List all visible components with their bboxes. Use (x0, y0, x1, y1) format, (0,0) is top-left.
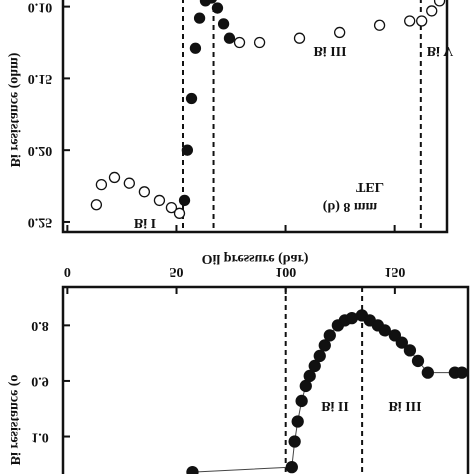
data-point (404, 15, 416, 27)
data-point (403, 344, 417, 357)
x-tick-label: 150 (384, 264, 405, 279)
annotation: TEL (356, 179, 384, 194)
y-tick-label: 0.15 (28, 71, 53, 86)
data-point (173, 207, 186, 219)
data-point (303, 369, 316, 383)
data-point (455, 366, 469, 379)
x-tick-label: 0 (64, 264, 71, 279)
y-tick-label: 1.0 (31, 429, 49, 444)
data-point (285, 460, 298, 474)
data-point (388, 329, 402, 342)
data-point (308, 359, 321, 373)
data-point (299, 379, 312, 393)
data-point (138, 186, 151, 198)
x-tick-label: 50 (170, 264, 184, 279)
data-point (233, 36, 246, 49)
data-point (334, 26, 346, 39)
data-point (345, 311, 358, 325)
data-point (313, 349, 326, 363)
y-tick-label: 0.10 (28, 0, 53, 14)
data-point (95, 178, 108, 191)
data-point (185, 92, 198, 105)
data-point (189, 42, 202, 54)
data-point (123, 177, 135, 189)
x-tick-label: 100 (275, 264, 296, 279)
plot-frame (61, 0, 449, 234)
x-axis-label: Oil pressure (bar) (202, 251, 309, 266)
data-point (90, 199, 103, 211)
data-point (206, 0, 217, 4)
y-axis-label: Bi resistance (ohm) (7, 52, 22, 167)
annotation: Bi II (321, 398, 349, 413)
annotation: Bi V (427, 43, 454, 58)
data-point (433, 0, 446, 7)
data-point (395, 336, 408, 349)
data-point (288, 435, 301, 448)
data-point (291, 415, 304, 428)
annotation: Bi I (134, 215, 156, 230)
annotation: Bi III (388, 398, 421, 413)
data-point (178, 194, 191, 207)
data-point (416, 15, 428, 27)
data-point (318, 339, 331, 352)
annotation: Bi III (313, 43, 346, 58)
data-point (293, 32, 306, 44)
data-point (426, 5, 438, 17)
annotation: (b) 8 mm (323, 199, 378, 214)
data-point (421, 366, 434, 379)
data-point (295, 394, 308, 408)
data-point (378, 324, 391, 337)
y-tick-label: 0.20 (28, 143, 53, 158)
data-point (411, 354, 425, 368)
plot-frame (61, 285, 470, 474)
data-point (253, 36, 266, 49)
data-point (323, 329, 336, 342)
data-point (223, 32, 236, 44)
y-tick-label: 0.25 (28, 215, 53, 230)
data-point (108, 171, 121, 184)
data-point (186, 465, 199, 474)
data-point (153, 194, 166, 207)
data-point (373, 19, 386, 31)
y-tick-label: 0.8 (31, 318, 49, 333)
data-point (217, 18, 230, 30)
data-point (193, 12, 206, 24)
y-tick-label: 0.9 (31, 374, 49, 389)
data-point (181, 144, 194, 156)
data-point (165, 201, 178, 214)
data-point (211, 2, 224, 14)
y-axis-label: Bi resistance (o (7, 375, 22, 466)
